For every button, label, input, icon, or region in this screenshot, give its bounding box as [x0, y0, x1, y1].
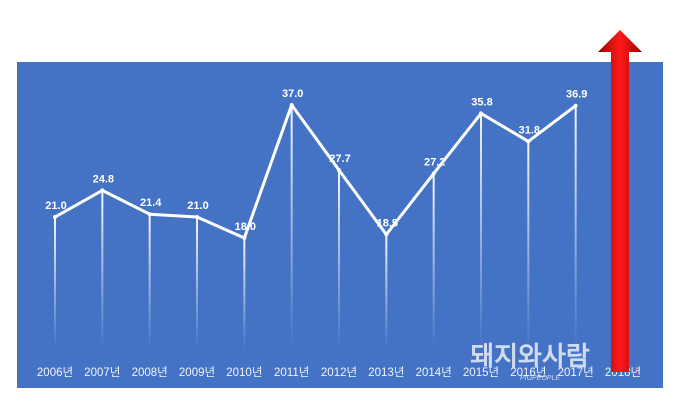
- point: [526, 139, 531, 144]
- x-tick-label: 2011년: [274, 366, 309, 379]
- data-label: 35.8: [471, 96, 492, 108]
- drop-line: [574, 105, 577, 350]
- x-tick-label: 2007년: [84, 366, 120, 379]
- growth-arrow: [598, 30, 642, 372]
- x-tick-label: 2012년: [321, 366, 357, 379]
- point: [242, 236, 247, 240]
- point: [147, 212, 152, 217]
- x-tick-label: 2008년: [132, 366, 168, 379]
- point: [384, 232, 389, 237]
- watermark: 돼지와사람: [470, 341, 590, 371]
- point: [479, 111, 483, 116]
- x-tick-label: 2010년: [226, 366, 262, 379]
- drop-line: [54, 217, 56, 350]
- watermark-sub: PIGPEOPLE: [520, 375, 560, 382]
- data-label: 27.7: [329, 153, 350, 165]
- data-label: 21.0: [45, 200, 66, 212]
- drop-line: [196, 217, 198, 350]
- point: [573, 103, 578, 108]
- x-tick-label: 2009년: [179, 366, 215, 379]
- data-label: 27.2: [424, 157, 445, 169]
- x-tick-label: 2014년: [416, 366, 452, 379]
- x-tick-label: 2015년: [463, 366, 499, 379]
- drop-line: [527, 141, 530, 350]
- point: [289, 103, 294, 107]
- point: [195, 215, 199, 219]
- drop-line: [243, 238, 246, 350]
- data-label: 36.9: [566, 89, 587, 101]
- line: [54, 103, 577, 240]
- data-label: 18.0: [235, 221, 256, 233]
- drop-line: [432, 173, 435, 350]
- x-tick-label: 2006년: [37, 366, 73, 379]
- x-tick-label: 2016년: [510, 366, 546, 379]
- data-label: 37.0: [282, 88, 303, 100]
- data-label: 31.8: [519, 124, 540, 136]
- point: [431, 171, 436, 176]
- point: [337, 168, 341, 173]
- drop-line: [385, 234, 388, 350]
- x-tick-label: 2013년: [368, 366, 404, 379]
- point: [53, 215, 57, 219]
- data-label: 21.0: [187, 200, 208, 212]
- data-label: 18.5: [377, 217, 398, 229]
- point: [100, 188, 105, 193]
- drop-line: [148, 214, 151, 350]
- data-label: 24.8: [93, 173, 114, 185]
- drop-line: [480, 113, 482, 351]
- data-label: 21.4: [140, 197, 162, 209]
- drop-line: [101, 190, 104, 350]
- drop-line: [290, 105, 293, 350]
- drop-line: [338, 170, 340, 350]
- x-tick-label: 2017년: [558, 366, 594, 379]
